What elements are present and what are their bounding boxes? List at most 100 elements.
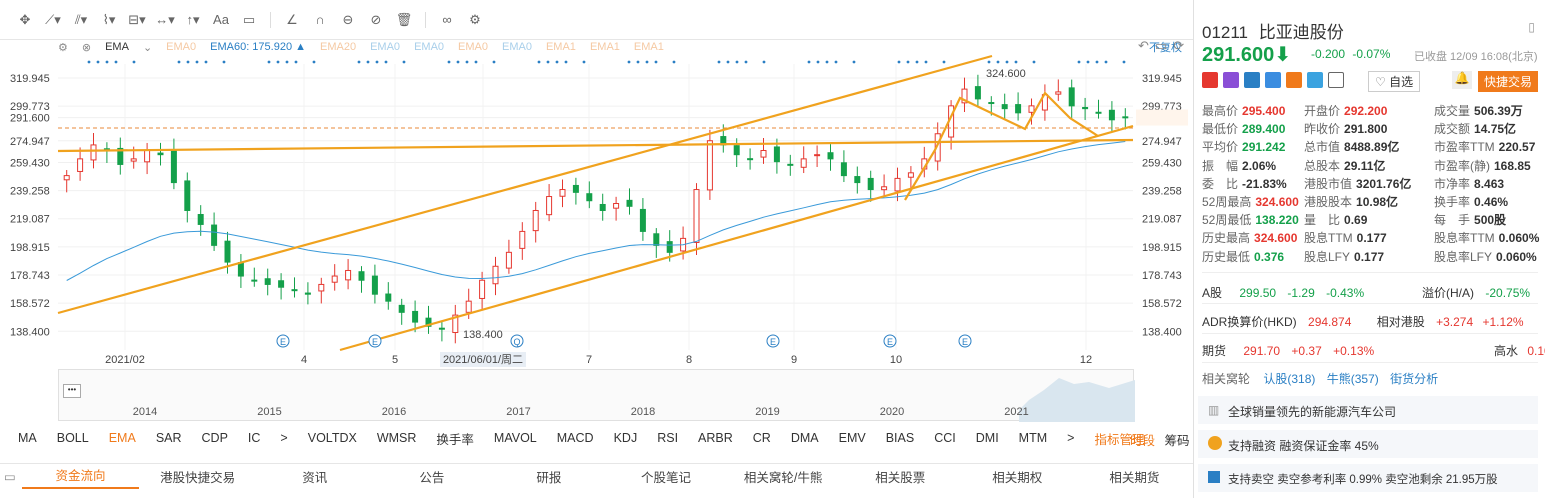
indicator-tab[interactable]: SAR bbox=[155, 431, 182, 445]
candles bbox=[63, 74, 1129, 344]
chevron-down-icon[interactable]: ⌄ bbox=[142, 41, 153, 54]
candle-body bbox=[760, 149, 767, 158]
stat-value: 0.177 bbox=[1356, 231, 1387, 246]
crosshair-date-bg bbox=[440, 352, 526, 367]
indicator-tab[interactable]: DMI bbox=[975, 431, 999, 445]
indicator-tab[interactable]: 换手率 bbox=[436, 432, 474, 447]
line-tool-icon[interactable]: ⟋▾ bbox=[45, 11, 61, 27]
indicator-tab[interactable]: ARBR bbox=[698, 431, 733, 445]
navigator-handle[interactable]: ••• bbox=[63, 384, 81, 398]
note-tool-icon[interactable]: ▭ bbox=[242, 11, 256, 27]
more-indicators-icon[interactable]: > bbox=[1067, 431, 1075, 445]
a-share-row[interactable]: A股 299.50 -1.29 -0.43% bbox=[1202, 284, 1364, 301]
tab-chips[interactable]: 筹码 bbox=[1164, 434, 1190, 448]
candle-body bbox=[1068, 87, 1075, 107]
bottom-tab[interactable]: 港股快捷交易 bbox=[160, 471, 236, 485]
bottom-tab[interactable]: 资金流向 bbox=[22, 465, 140, 489]
indicator-tab[interactable]: WMSR bbox=[376, 431, 417, 445]
event-dot bbox=[1095, 60, 1099, 64]
toolbar-divider bbox=[425, 11, 426, 28]
stat-label: 换手率 bbox=[1434, 195, 1471, 209]
adjust-mode-button[interactable]: 不复权 bbox=[1149, 42, 1182, 54]
dollar-icon[interactable] bbox=[1265, 72, 1281, 88]
magnet-icon[interactable]: ∩ bbox=[315, 12, 325, 27]
collapse-icon[interactable]: ▭ bbox=[4, 470, 16, 484]
arrow-up-tool-icon[interactable]: ↑▾ bbox=[186, 11, 200, 27]
indicator-tab[interactable]: MAVOL bbox=[493, 431, 537, 445]
settings-icon[interactable]: ⚙ bbox=[58, 41, 68, 54]
swap-icon[interactable] bbox=[1286, 72, 1302, 88]
indicator-tab[interactable]: BIAS bbox=[885, 431, 915, 445]
indicator-tab[interactable]: CR bbox=[752, 431, 771, 445]
more-indicators-icon[interactable]: > bbox=[280, 431, 288, 445]
indicator-tab[interactable]: MA bbox=[18, 431, 37, 445]
tab-time-segment[interactable]: 时段 bbox=[1130, 434, 1156, 448]
refresh-icon[interactable]: ⟳ bbox=[1173, 38, 1185, 53]
trash-icon[interactable]: 🗑 bbox=[395, 11, 413, 27]
candle-body bbox=[371, 275, 378, 295]
link-call-warrants[interactable]: 认股(318) bbox=[1263, 372, 1316, 386]
indicator-tab[interactable]: EMV bbox=[838, 431, 866, 445]
indicator-tab[interactable]: RSI bbox=[657, 431, 679, 445]
fib-tool-icon[interactable]: ⌇▾ bbox=[102, 11, 116, 27]
indicator-tab[interactable]: IC bbox=[247, 431, 261, 445]
candle-body bbox=[572, 184, 579, 193]
indicator-tab[interactable]: DMA bbox=[790, 431, 819, 445]
link-icon[interactable]: ∞ bbox=[442, 12, 452, 27]
indicator-tab[interactable]: CCI bbox=[934, 431, 956, 445]
bottom-tab[interactable]: 研报 bbox=[536, 471, 562, 485]
undo-icon[interactable]: ↶ bbox=[1138, 38, 1149, 53]
pattern-tool-icon[interactable]: ⊟▾ bbox=[128, 11, 146, 27]
indicator-tab[interactable]: MACD bbox=[556, 431, 594, 445]
candle-body bbox=[385, 293, 392, 302]
futures-row[interactable]: 期货 291.70 +0.37 +0.13% bbox=[1202, 342, 1374, 359]
indicator-tab[interactable]: 指标管理 bbox=[1094, 432, 1145, 447]
text-tool-icon[interactable]: Aa bbox=[213, 12, 229, 27]
link-cbbc[interactable]: 牛熊(357) bbox=[1326, 372, 1379, 386]
bell-icon[interactable]: 🔔 bbox=[1452, 71, 1472, 89]
range-navigator[interactable]: 2014 2015 2016 2017 2018 2019 2020 2021 ••• bbox=[58, 369, 1135, 422]
event-dot bbox=[546, 60, 550, 64]
indicator-tab[interactable]: EMA bbox=[108, 431, 136, 445]
parallel-tool-icon[interactable]: ⫽▾ bbox=[74, 11, 88, 27]
event-dot bbox=[1032, 60, 1036, 64]
indicator-tab[interactable]: VOLTDX bbox=[307, 431, 357, 445]
y-tick-label: 274.947 bbox=[10, 136, 50, 148]
hide-icon[interactable]: ⊘ bbox=[370, 11, 382, 27]
indicator-tab[interactable]: MTM bbox=[1018, 431, 1048, 445]
lock-icon[interactable]: ⊖ bbox=[342, 11, 354, 27]
indicator-tab[interactable]: CDP bbox=[201, 431, 228, 445]
indicator-name[interactable]: EMA bbox=[105, 41, 129, 53]
bottom-tab[interactable]: 公告 bbox=[419, 471, 445, 485]
settings-icon[interactable]: ⚙ bbox=[469, 11, 481, 27]
bottom-tab[interactable]: 相关期权 bbox=[992, 471, 1043, 485]
bottom-tab[interactable]: 个股笔记 bbox=[641, 471, 692, 485]
connect-icon[interactable] bbox=[1223, 72, 1239, 88]
stat-item: 市盈率TTM 220.57 bbox=[1434, 138, 1535, 155]
ruler-tool-icon[interactable]: ∠ bbox=[286, 11, 298, 27]
indicator-tab[interactable]: BOLL bbox=[56, 431, 89, 445]
crosshair-icon[interactable]: ✥ bbox=[19, 11, 31, 27]
stat-item: 换手率 0.46% bbox=[1434, 193, 1508, 210]
candle-body bbox=[733, 145, 740, 156]
hk-flag-icon[interactable] bbox=[1202, 72, 1218, 88]
book-icon: ▥ bbox=[1208, 403, 1220, 417]
panel-toggle-icon[interactable]: ▯ bbox=[1528, 20, 1535, 34]
reset-icon[interactable]: ▭ bbox=[1154, 38, 1168, 53]
bottom-tab[interactable]: 资讯 bbox=[302, 471, 328, 485]
close-icon[interactable]: ⊗ bbox=[81, 41, 92, 54]
link-outstanding-analysis[interactable]: 街货分析 bbox=[1390, 372, 1439, 386]
quick-trade-button[interactable]: 快捷交易 bbox=[1478, 71, 1539, 92]
bottom-tab[interactable]: 相关期货 bbox=[1109, 471, 1160, 485]
document-icon[interactable] bbox=[1328, 72, 1344, 88]
compare-icon[interactable] bbox=[1244, 72, 1260, 88]
adr-price: 294.874 bbox=[1308, 315, 1352, 329]
tag-icon[interactable] bbox=[1307, 72, 1323, 88]
bottom-tab[interactable]: 相关股票 bbox=[875, 471, 926, 485]
measure-tool-icon[interactable]: ↔▾ bbox=[155, 11, 175, 27]
indicator-tab[interactable]: KDJ bbox=[613, 431, 638, 445]
bottom-tab[interactable]: 相关窝轮/牛熊 bbox=[743, 471, 823, 485]
add-watchlist-button[interactable]: ♡ 自选 bbox=[1368, 71, 1421, 92]
